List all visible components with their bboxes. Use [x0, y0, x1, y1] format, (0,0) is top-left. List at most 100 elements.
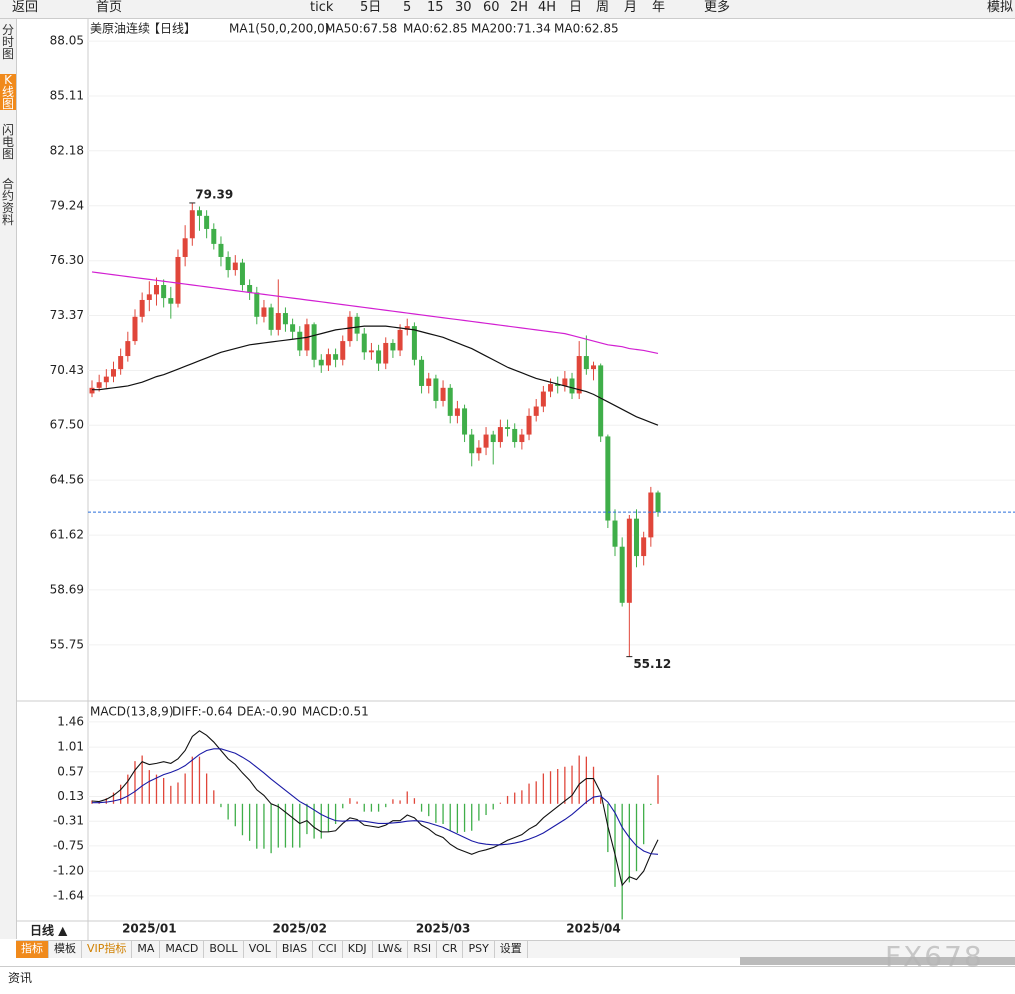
candle-body — [232, 262, 238, 271]
indicator-tab[interactable]: BIAS — [277, 941, 314, 958]
indicator-tab[interactable]: 指标 — [16, 941, 49, 958]
indicator-tab[interactable]: VIP指标 — [82, 941, 133, 958]
candle-body — [583, 356, 589, 370]
candle-body — [533, 406, 539, 416]
candle-body — [376, 350, 382, 364]
candle-body — [490, 434, 496, 443]
candle-body — [540, 391, 546, 407]
candle-body — [175, 256, 181, 304]
toolbar-button[interactable]: 月 — [624, 0, 638, 15]
y-tick-label: 76.30 — [50, 253, 84, 267]
indicator-tab[interactable]: CCI — [313, 941, 343, 958]
scrollbar[interactable] — [740, 957, 1015, 965]
y-tick-label: -0.31 — [53, 814, 84, 828]
x-tick-label: 2025/02 — [273, 922, 327, 936]
candle-body — [397, 329, 403, 351]
indicator-tab[interactable]: MACD — [160, 941, 205, 958]
y-tick-label: -1.64 — [53, 888, 84, 902]
y-tick-label: -0.75 — [53, 838, 84, 852]
toolbar-button[interactable]: 更多 — [704, 0, 731, 15]
side-tabs: 分时图 K线图闪电图合约资料 — [0, 19, 17, 939]
y-tick-label: 0.13 — [57, 789, 84, 803]
toolbar-button[interactable]: 4H — [538, 0, 557, 15]
candle-body — [361, 333, 367, 353]
legend-entry: MA0:62.85 — [403, 22, 468, 36]
candle-body — [612, 520, 618, 547]
candle-body — [548, 384, 554, 392]
toolbar-button[interactable]: 5日 — [360, 0, 382, 15]
candle-body — [146, 294, 152, 300]
candle-body — [505, 427, 511, 429]
toolbar-button[interactable]: tick — [310, 0, 334, 15]
toolbar-button[interactable]: 年 — [652, 0, 666, 15]
y-tick-label: 70.43 — [50, 363, 84, 377]
y-tick-label: 58.69 — [50, 582, 84, 596]
candle-body — [454, 408, 460, 416]
indicator-tabs: 指标 模板 VIP指标 MA MACD BOLL VOL BIAS CCI KDJ LW& RSI CR… — [16, 940, 1015, 958]
candle-body — [404, 326, 410, 330]
y-tick-label: 73.37 — [50, 308, 84, 322]
candle-body — [440, 387, 446, 401]
candle-body — [591, 365, 597, 370]
candle-body — [268, 307, 274, 330]
toolbar-button[interactable]: 2H — [510, 0, 529, 15]
candle-body — [655, 492, 661, 513]
x-tick-label: 2025/04 — [566, 922, 620, 936]
macd-line — [92, 748, 659, 855]
ma-line — [92, 325, 659, 426]
toolbar-button[interactable]: 60 — [483, 0, 500, 15]
y-tick-label: 88.05 — [50, 34, 84, 48]
toolbar-button[interactable]: 日 — [569, 0, 583, 15]
candle-body — [648, 492, 654, 538]
period-button[interactable]: 日线 ▲ — [30, 923, 68, 938]
chart-title: 美原油连续 — [90, 21, 150, 36]
indicator-tab[interactable]: 模板 — [49, 941, 82, 958]
candle-body — [619, 546, 625, 603]
candle-body — [161, 285, 167, 299]
indicator-tab[interactable]: RSI — [408, 941, 438, 958]
indicator-tab[interactable]: CR — [437, 941, 464, 958]
toolbar-button[interactable]: 首页 — [96, 0, 123, 15]
legend-entry: MA0:62.85 — [554, 22, 619, 36]
y-tick-label: 0.57 — [57, 764, 84, 778]
toolbar-button[interactable]: 15 — [427, 0, 444, 15]
toolbar-button[interactable]: 5 — [403, 0, 412, 15]
candle-body — [526, 415, 532, 435]
side-tab[interactable]: 闪电图 — [1, 123, 14, 161]
candle-body — [132, 316, 138, 342]
candle-body — [254, 292, 260, 317]
candle-body — [383, 342, 389, 364]
candle-body — [282, 313, 288, 325]
candle-body — [196, 210, 202, 216]
indicator-tab[interactable]: MA — [132, 941, 161, 958]
indicator-tab[interactable]: VOL — [244, 941, 277, 958]
side-tab[interactable]: K线图 — [0, 73, 16, 111]
candle-body — [318, 359, 324, 366]
side-tab[interactable]: 分时图 — [1, 23, 14, 61]
candle-body — [483, 434, 489, 448]
candle-body — [469, 434, 475, 454]
y-tick-label: 79.24 — [50, 198, 84, 212]
side-tab[interactable]: 合约资料 — [1, 177, 14, 227]
news-tab[interactable]: 资讯 — [8, 971, 33, 985]
toolbar-button[interactable]: 返回 — [12, 0, 39, 15]
candle-body — [447, 387, 453, 416]
chart: 88.05 85.11 82.18 79.24 76.30 73.37 70.43 67.50… — [16, 19, 1015, 940]
y-tick-label: 61.62 — [50, 528, 84, 542]
indicator-tab[interactable]: 设置 — [495, 941, 528, 958]
toolbar-button[interactable]: 模拟 — [987, 0, 1014, 15]
candle-body — [626, 518, 632, 603]
toolbar-button[interactable]: 周 — [596, 0, 610, 15]
indicator-tab[interactable]: KDJ — [343, 941, 373, 958]
candle-body — [225, 256, 231, 271]
news-bar: 资讯 — [0, 966, 1015, 987]
indicator-tab[interactable]: LW& — [373, 941, 409, 958]
y-tick-label: 55.75 — [50, 637, 84, 651]
candle-body — [218, 243, 224, 257]
indicator-tab[interactable]: PSY — [463, 941, 495, 958]
toolbar-button[interactable]: 30 — [455, 0, 472, 15]
legend-entry: DIFF:-0.64 — [172, 705, 233, 719]
low-label: 55.12 — [633, 657, 671, 671]
candle-body — [569, 378, 575, 394]
indicator-tab[interactable]: BOLL — [204, 941, 244, 958]
